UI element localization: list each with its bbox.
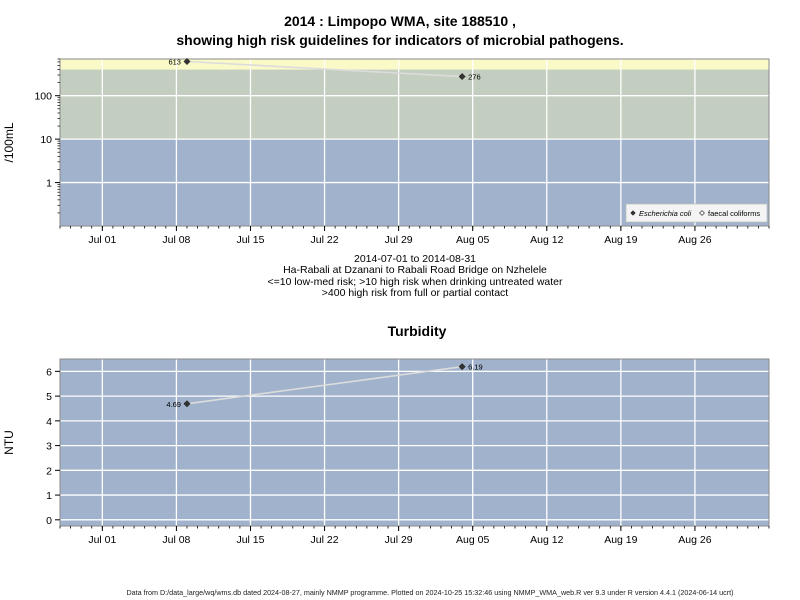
x-tick-label-7: Aug 12 <box>530 534 563 546</box>
y-tick-label-2: 1 <box>46 490 52 502</box>
data-point-1-2 <box>458 363 466 371</box>
plot-frame <box>59 58 770 227</box>
chart-title-line-2: showing high risk guidelines for indicat… <box>176 32 624 48</box>
y-tick-label-3: 100 <box>34 91 52 103</box>
turbidity-chart: Jul 01 Jul 08 Jul 15 Jul 22 Jul 29 Aug 05 Aug … <box>2 358 770 546</box>
subtitle-risk-contact: >400 high risk from full or partial cont… <box>321 287 509 299</box>
legend-marker-open-diamond <box>699 210 705 216</box>
data-label-1-2: 276 <box>468 73 481 82</box>
legend-label-faecal-coliforms: faecal coliforms <box>708 209 760 218</box>
chart-legend: Escherichia coli faecal coliforms <box>625 203 768 223</box>
plot-background <box>60 359 769 526</box>
data-label-1-2: 6.19 <box>468 363 483 372</box>
legend-label-escherichia-coli: Escherichia coli <box>639 209 691 218</box>
series-line-1 <box>186 60 463 78</box>
y-tick-label-5: 4 <box>46 416 52 428</box>
x-tick-label-7: Aug 12 <box>530 234 563 246</box>
y-tick-label-4: 3 <box>46 441 52 453</box>
y-tick-label-3: 2 <box>46 465 52 477</box>
y-tick-label-1: 1 <box>46 178 52 190</box>
data-point-1-2 <box>458 73 466 81</box>
legend-marker-filled-diamond <box>630 210 636 216</box>
x-tick-label-8: Aug 19 <box>604 534 637 546</box>
x-tick-label-2: Jul 08 <box>162 534 190 546</box>
risk-band-2 <box>60 69 769 140</box>
x-tick-label-9: Aug 26 <box>678 234 711 246</box>
data-label-1-1: 4.69 <box>166 400 181 409</box>
x-tick-label-1: Jul 01 <box>88 534 116 546</box>
x-tick-label-3: Jul 15 <box>236 534 264 546</box>
data-point-1-1 <box>183 400 191 408</box>
series-line-1 <box>186 365 463 405</box>
y-tick-label-1: 0 <box>46 515 52 527</box>
x-tick-label-6: Aug 05 <box>456 534 489 546</box>
data-point-1-1 <box>183 58 191 65</box>
subtitle-site: Ha-Rabali at Dzanani to Rabali Road Brid… <box>283 264 547 276</box>
x-tick-label-1: Jul 01 <box>88 234 116 246</box>
x-tick-label-9: Aug 26 <box>678 534 711 546</box>
turbidity-title: Turbidity <box>387 323 447 339</box>
ecoli-chart: Jul 01 Jul 08 Jul 15 Jul 22 Jul 29 Aug 05 Aug … <box>2 58 770 246</box>
x-tick-label-5: Jul 29 <box>385 234 413 246</box>
x-tick-label-6: Aug 05 <box>456 234 489 246</box>
x-tick-label-3: Jul 15 <box>236 234 264 246</box>
subtitle-risk-drinking: <=10 low-med risk; >10 high risk when dr… <box>267 276 563 288</box>
plot-frame <box>59 358 770 527</box>
data-label-1-1: 613 <box>168 58 181 67</box>
legend-box <box>625 203 768 223</box>
y-tick-label-7: 6 <box>46 366 52 378</box>
y-tick-label-2: 10 <box>40 134 52 146</box>
x-tick-label-4: Jul 22 <box>311 534 339 546</box>
risk-band-3 <box>60 59 769 70</box>
x-tick-label-2: Jul 08 <box>162 234 190 246</box>
subtitle-date-range: 2014-07-01 to 2014-08-31 <box>353 253 476 265</box>
y-axis-label: NTU <box>2 430 16 455</box>
x-tick-label-8: Aug 19 <box>604 234 637 246</box>
x-tick-label-4: Jul 22 <box>311 234 339 246</box>
x-tick-label-5: Jul 29 <box>385 534 413 546</box>
y-axis-label: /100mL <box>2 122 16 162</box>
y-tick-label-6: 5 <box>46 391 52 403</box>
chart-title-line-1: 2014 : Limpopo WMA, site 188510 , <box>284 13 516 29</box>
footer-note: Data from D:/data_large/wq/wms.db dated … <box>126 588 734 597</box>
